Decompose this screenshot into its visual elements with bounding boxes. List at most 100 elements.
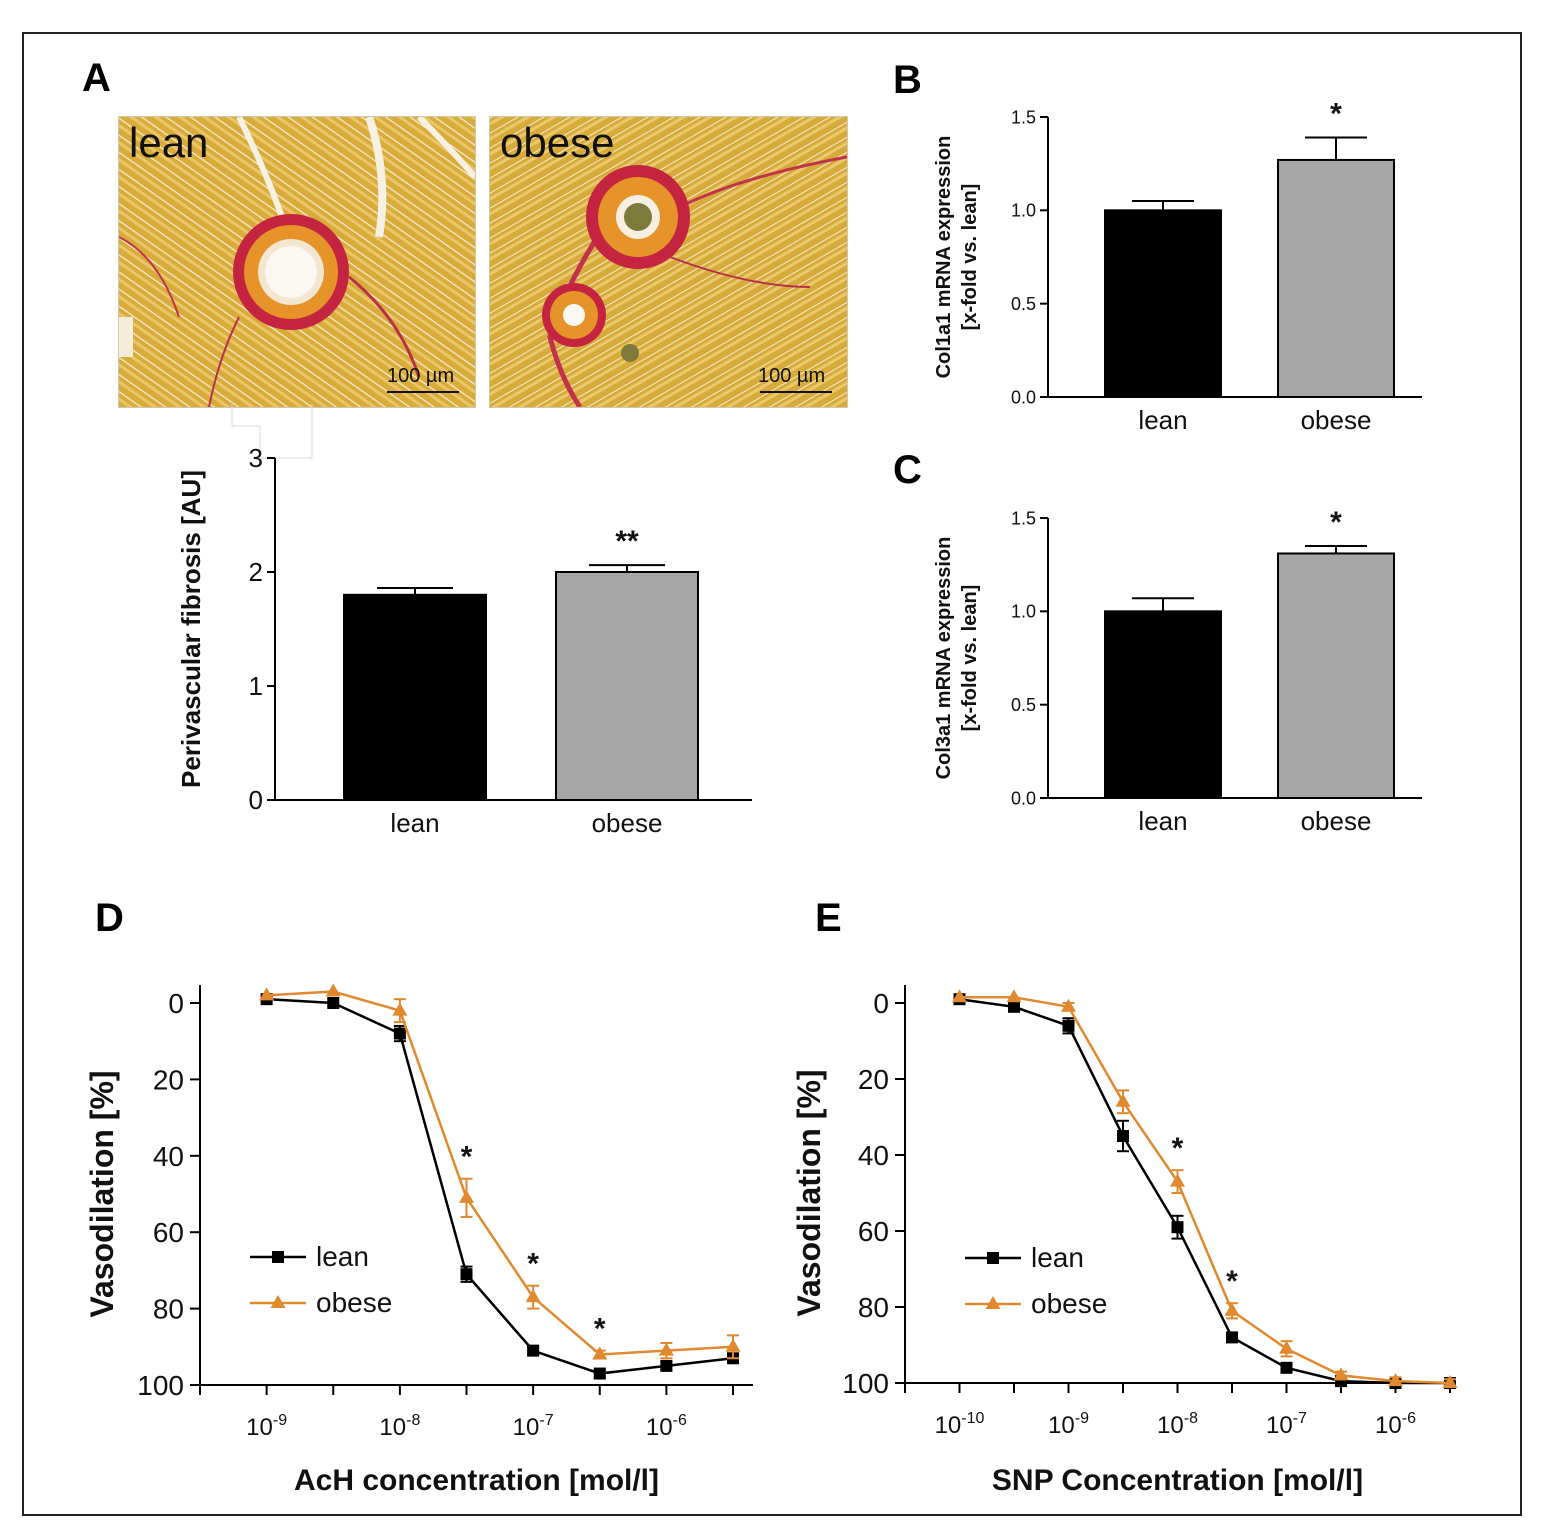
- bar-lean: [1104, 209, 1222, 399]
- histology-label-obese: obese: [500, 119, 615, 166]
- chart-c-col3a1: 0.0 0.5 1.0 1.5 lean obese * Col3a1 mRNA expres…: [933, 506, 1422, 836]
- data-point-obese: [1115, 1093, 1131, 1107]
- x-axis-label: AcH concentration [mol/l]: [294, 1464, 659, 1497]
- significance-marker: *: [1172, 1132, 1184, 1165]
- y-tick-label: 1.5: [1011, 107, 1036, 127]
- y-tick-label: 1: [249, 671, 263, 701]
- data-point-obese: [259, 987, 275, 1001]
- y-tick-label: 40: [858, 1140, 889, 1171]
- data-point-obese: [592, 1346, 608, 1360]
- chart-a-perivascular-fibrosis: 0 1 2 3 lean obese ** Perivascular fibrosis [AU…: [176, 443, 752, 838]
- series-line-obese: [959, 996, 1451, 1385]
- x-tick-label: 10-10: [935, 1410, 985, 1439]
- y-tick-label: 2: [249, 557, 263, 587]
- y-tick-label: 80: [858, 1292, 889, 1323]
- data-point-lean: [1280, 1361, 1293, 1374]
- histology-image-obese: obese 100 µm: [489, 116, 848, 408]
- panel-letter-a: A: [82, 56, 111, 100]
- data-point-lean: [460, 1268, 473, 1281]
- significance-marker: *: [461, 1141, 473, 1174]
- data-point-obese: [392, 1002, 408, 1016]
- data-point-obese: [1442, 1375, 1458, 1388]
- data-point-obese: [325, 983, 341, 997]
- y-tick-label: 0: [168, 988, 184, 1019]
- data-point-lean: [1117, 1130, 1129, 1142]
- chart-b-col1a1: 0.0 0.5 1.0 1.5 lean obese * Col1a1 mRNA expres…: [933, 98, 1422, 435]
- data-point-obese: [725, 1338, 741, 1352]
- category-label: lean: [1138, 806, 1187, 836]
- data-point-obese: [525, 1289, 541, 1303]
- scale-bar-lean: [387, 391, 459, 393]
- y-tick-label: 40: [153, 1141, 184, 1172]
- data-point-obese: [1224, 1302, 1240, 1316]
- panel-letter-b: B: [893, 58, 922, 102]
- data-point-lean: [327, 997, 340, 1009]
- data-point-lean: [660, 1359, 673, 1372]
- y-tick-label: 1.5: [1011, 508, 1036, 528]
- scale-bar-label-lean: 100 µm: [387, 365, 455, 387]
- series-line-lean: [266, 997, 734, 1375]
- data-point-lean: [1008, 1000, 1020, 1013]
- y-axis-label-unit: [x-fold vs. lean]: [959, 184, 981, 331]
- y-tick-label: 80: [153, 1294, 184, 1325]
- x-tick-label: 10-7: [1266, 1410, 1307, 1439]
- y-tick-label: 0: [249, 785, 263, 815]
- y-tick-label: 100: [842, 1368, 889, 1399]
- data-point-lean: [1062, 1019, 1075, 1032]
- significance-marker: **: [615, 525, 639, 558]
- histology-image-lean: lean 100 µm: [118, 116, 476, 408]
- y-axis-label: Col1a1 mRNA expression: [933, 136, 955, 379]
- panel-letter-c: C: [893, 448, 922, 492]
- y-tick-label: 0: [873, 988, 889, 1019]
- data-point-obese: [1006, 989, 1022, 1003]
- y-axis-label: Vasodilation [%]: [84, 1070, 120, 1317]
- data-point-obese: [1279, 1340, 1294, 1354]
- bar-lean: [343, 593, 487, 801]
- legend-label-obese: obese: [1031, 1288, 1107, 1319]
- series-line-lean: [959, 997, 1450, 1385]
- significance-marker: *: [1330, 506, 1342, 539]
- significance-marker: *: [1226, 1265, 1238, 1298]
- data-point-obese: [459, 1189, 475, 1203]
- y-tick-label: 3: [249, 443, 263, 473]
- bar-obese: [1277, 552, 1395, 800]
- category-label: obese: [1301, 405, 1372, 435]
- image-connector: [231, 404, 313, 459]
- figure-frame: [22, 32, 1522, 1516]
- x-tick-label: 10-6: [1375, 1410, 1416, 1439]
- x-tick-label: 10-9: [246, 1412, 287, 1441]
- histology-label-lean: lean: [129, 119, 209, 166]
- x-tick-label: 10-9: [1048, 1410, 1089, 1439]
- scale-bar-label-obese: 100 µm: [758, 365, 826, 387]
- chart-e-snp-vasodilation: 0 20 40 60 80 100 10-10 10-9 10-8 10-7 10-6 * * lean o…: [791, 985, 1458, 1497]
- y-tick-label: 100: [137, 1370, 184, 1401]
- series-line-obese: [266, 990, 734, 1356]
- x-tick-label: 10-6: [646, 1412, 687, 1441]
- x-tick-label: 10-8: [379, 1412, 420, 1441]
- legend-label-obese: obese: [316, 1287, 392, 1318]
- data-point-obese: [658, 1342, 674, 1356]
- legend-marker-obese: [270, 1295, 286, 1308]
- category-label: lean: [390, 808, 439, 838]
- bar-obese: [1277, 158, 1395, 398]
- data-point-lean: [1171, 1221, 1184, 1234]
- y-tick-label: 60: [858, 1216, 889, 1247]
- panel-letter-e: E: [815, 896, 842, 940]
- data-point-lean: [593, 1367, 606, 1380]
- data-point-obese: [952, 989, 967, 1003]
- category-label: obese: [592, 808, 663, 838]
- x-tick-label: 10-8: [1157, 1410, 1198, 1439]
- significance-marker: *: [527, 1248, 539, 1281]
- y-tick-label: 1.0: [1011, 201, 1036, 221]
- y-axis-label-unit: [x-fold vs. lean]: [959, 585, 981, 732]
- legend-marker-lean: [272, 1251, 284, 1263]
- x-axis-label: SNP Concentration [mol/l]: [992, 1464, 1363, 1497]
- scale-bar-obese: [760, 391, 832, 393]
- y-tick-label: 0.5: [1011, 294, 1036, 314]
- data-point-lean: [527, 1344, 540, 1357]
- data-point-lean: [393, 1027, 406, 1040]
- data-point-obese: [1333, 1367, 1349, 1381]
- chart-d-ach-vasodilation: 0 20 40 60 80 100 10-9 10-8 10-7 10-6 * * * lean obese…: [84, 983, 753, 1497]
- category-label: lean: [1138, 405, 1187, 435]
- legend-marker-obese: [985, 1296, 1001, 1309]
